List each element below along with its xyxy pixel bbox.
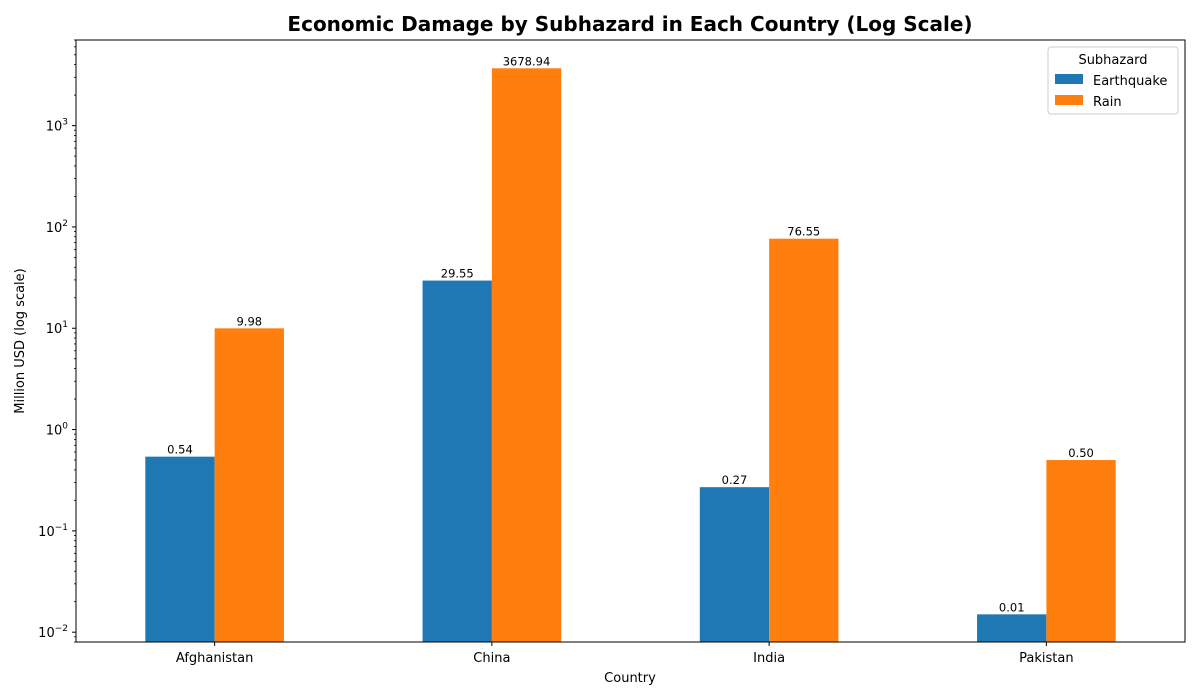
y-tick-label: 10−2 <box>38 624 68 641</box>
x-tick-label-pakistan: Pakistan <box>1019 651 1073 666</box>
y-tick-label: 103 <box>46 118 68 135</box>
chart-title: Economic Damage by Subhazard in Each Cou… <box>287 12 972 36</box>
bar-earthquake-afghanistan <box>145 456 215 642</box>
bar-rain-china <box>491 68 562 643</box>
bar-rain-india <box>769 238 839 642</box>
data-label-rain-afghanistan: 9.98 <box>236 314 262 328</box>
data-label-earthquake-china: 29.55 <box>441 267 474 281</box>
bar-rain-pakistan <box>1046 460 1116 642</box>
legend-label-rain: Rain <box>1093 95 1122 110</box>
legend-title: Subhazard <box>1078 53 1147 68</box>
legend-label-earthquake: Earthquake <box>1093 74 1167 89</box>
bar-earthquake-china <box>422 280 492 642</box>
data-label-rain-china: 3678.94 <box>503 54 551 68</box>
legend-swatch-rain <box>1055 95 1083 105</box>
y-axis-label: Million USD (log scale) <box>13 268 28 414</box>
data-label-rain-pakistan: 0.50 <box>1068 446 1094 460</box>
y-tick-label: 102 <box>46 219 68 236</box>
y-tick-label: 101 <box>46 320 68 337</box>
bar-earthquake-india <box>699 487 770 642</box>
data-label-earthquake-afghanistan: 0.54 <box>167 443 193 457</box>
plot-area-frame <box>75 39 1186 643</box>
y-tick-label: 100 <box>46 422 69 439</box>
x-tick-label-china: China <box>473 651 510 666</box>
bar-rain-afghanistan <box>214 328 284 642</box>
data-label-earthquake-pakistan: 0.01 <box>999 600 1025 614</box>
x-axis-label: Country <box>604 671 656 686</box>
legend: Subhazard Earthquake Rain <box>1047 46 1179 115</box>
x-tick-label-india: India <box>753 651 785 666</box>
bar-earthquake-pakistan <box>977 614 1047 642</box>
data-label-earthquake-india: 0.27 <box>722 473 748 487</box>
x-tick-label-afghanistan: Afghanistan <box>176 651 253 666</box>
y-tick-label: 10−1 <box>38 523 68 540</box>
legend-swatch-earthquake <box>1055 74 1083 84</box>
data-label-rain-india: 76.55 <box>787 225 820 239</box>
